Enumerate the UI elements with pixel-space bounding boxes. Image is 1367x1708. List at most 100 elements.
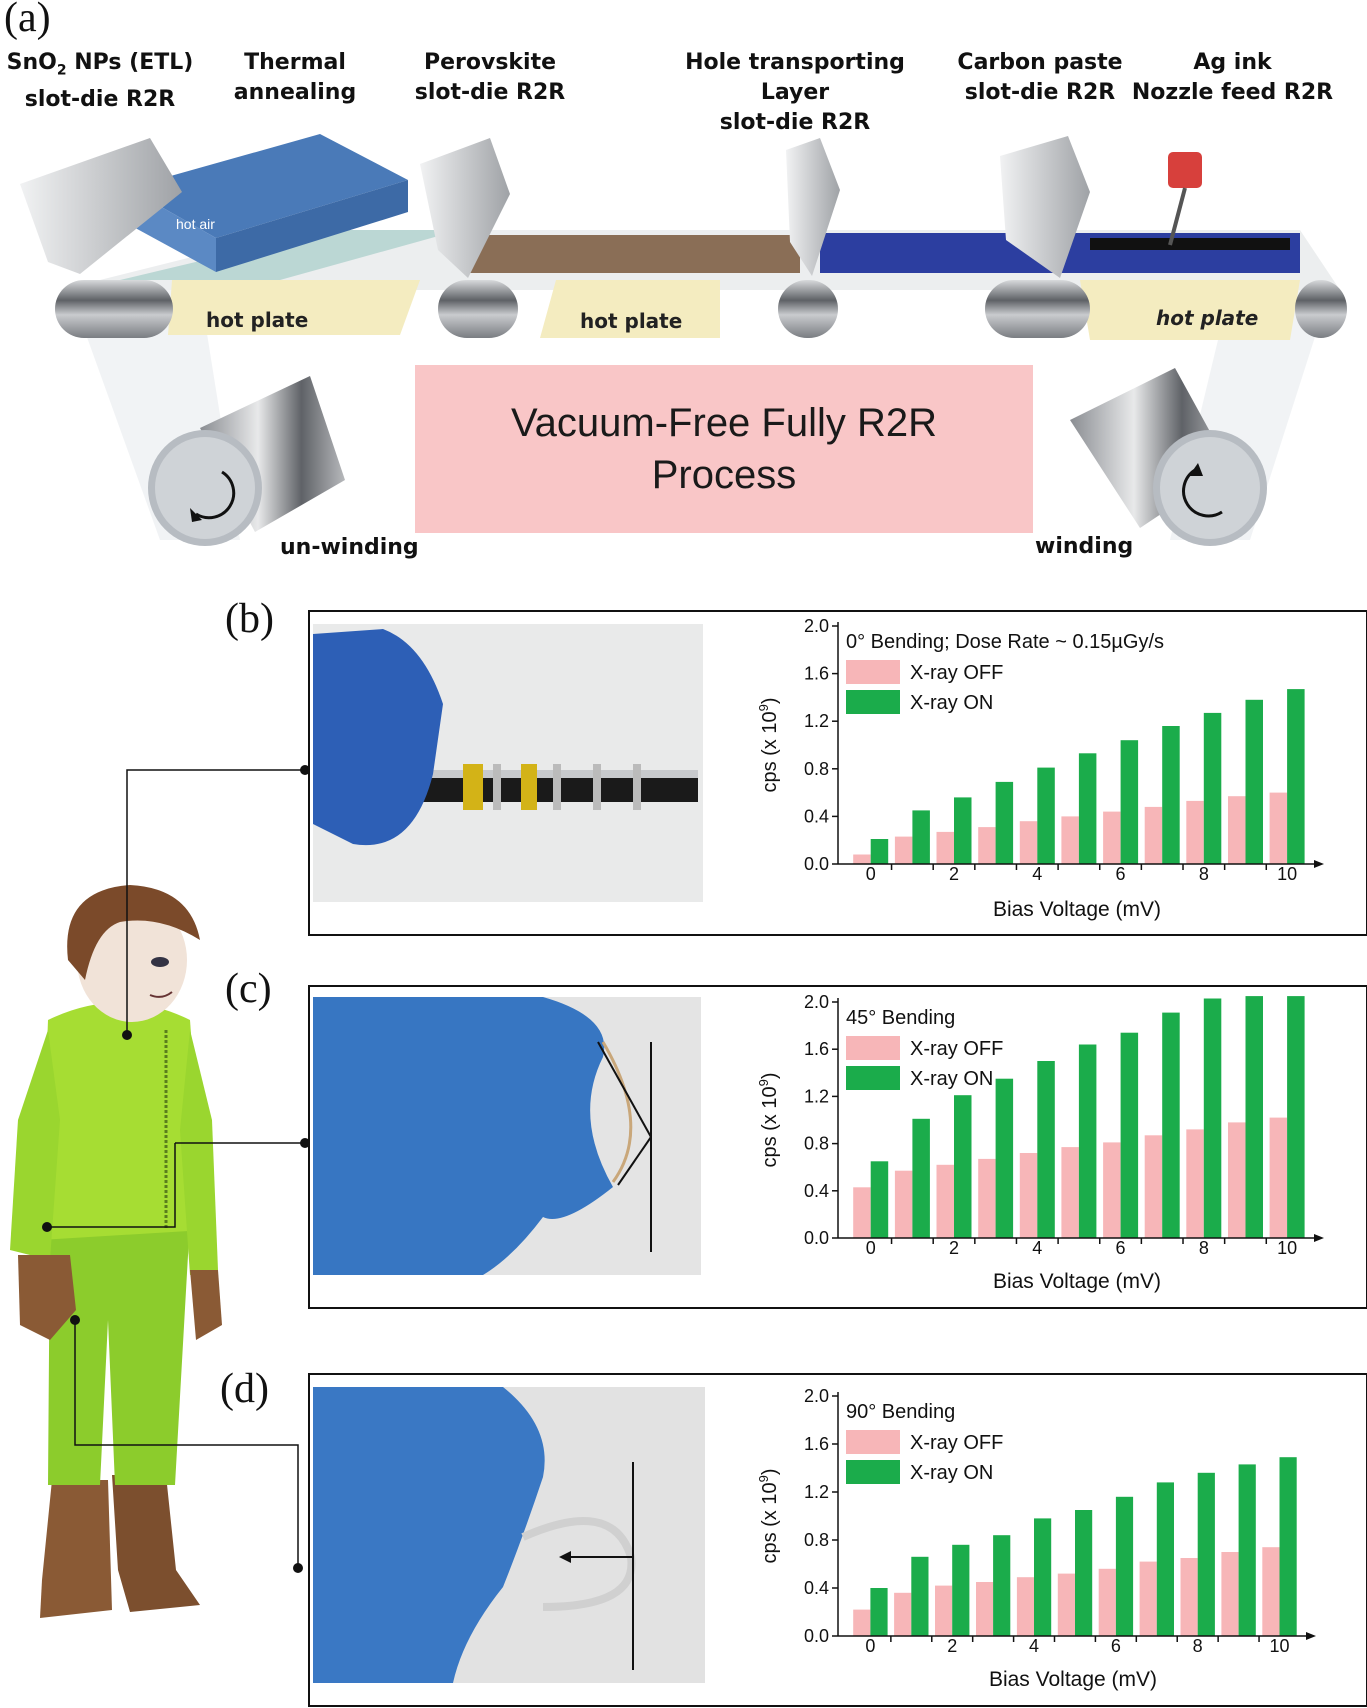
y-tick-label-0: 0.0 xyxy=(804,854,829,874)
hot-plate-label-3: hot plate xyxy=(1156,306,1258,330)
stage-label-ag-ink: Ag ink Nozzle feed R2R xyxy=(1131,50,1334,105)
legend-swatch-1 xyxy=(846,1460,900,1484)
bar-xray-off-7 xyxy=(1144,1135,1163,1238)
photo-flat-detector xyxy=(313,624,703,902)
unwinding-label: un-winding xyxy=(280,535,419,560)
stage-label-annealing: Thermal annealing xyxy=(233,50,357,105)
blue-glove-c xyxy=(313,997,613,1275)
bar-xray-off-4 xyxy=(1019,821,1038,864)
hot-plate-1 xyxy=(168,280,420,335)
legend-swatch-1 xyxy=(846,690,900,714)
bar-xray-on-9 xyxy=(1238,1464,1256,1636)
bar-xray-off-6 xyxy=(1098,1568,1116,1636)
bar-xray-off-6 xyxy=(1103,1142,1121,1238)
bar-xray-off-0 xyxy=(853,854,871,864)
hot-plate-label-1: hot plate xyxy=(206,308,308,332)
bar-xray-on-10 xyxy=(1279,1457,1297,1636)
chart-annotation: 90° Bending xyxy=(846,1401,955,1423)
x-axis-arrow xyxy=(1306,1632,1316,1640)
blue-glove-d xyxy=(313,1387,545,1683)
guide-roller-4 xyxy=(985,280,1090,338)
bar-xray-off-4 xyxy=(1019,1153,1038,1238)
y-tick-label-5: 2.0 xyxy=(804,992,829,1012)
bar-xray-off-2 xyxy=(935,1585,953,1636)
right-glove xyxy=(190,1270,222,1340)
bar-xray-on-8 xyxy=(1203,712,1222,864)
bar-xray-on-1 xyxy=(912,810,930,864)
bar-xray-off-5 xyxy=(1061,1147,1079,1238)
bar-xray-off-0 xyxy=(853,1609,871,1636)
y-tick-label-3: 1.2 xyxy=(804,1482,829,1502)
bar-xray-on-4 xyxy=(1034,1518,1052,1636)
legend-swatch-0 xyxy=(846,1036,900,1060)
x-tick-label-4: 8 xyxy=(1193,1636,1203,1656)
r2r-machine-illustration: hot air hot plate hot plate hot plate xyxy=(20,134,1347,546)
panel-d-letter: (d) xyxy=(220,1366,269,1412)
y-tick-label-2: 0.8 xyxy=(804,1134,829,1154)
right-arm xyxy=(180,1030,218,1275)
x-axis-label: Bias Voltage (mV) xyxy=(993,898,1161,921)
winding-roll xyxy=(1070,368,1267,546)
x-tick-label-3: 6 xyxy=(1116,1238,1126,1258)
chart-annotation: 0° Bending; Dose Rate ~ 0.15µGy/s xyxy=(846,631,1164,653)
photo-45-bending xyxy=(313,997,701,1275)
bar-xray-off-6 xyxy=(1103,811,1121,864)
stage-label-carbon: Carbon paste slot-die R2R xyxy=(957,50,1123,105)
carbon-slot-die xyxy=(1000,136,1090,278)
trousers xyxy=(48,1220,190,1485)
right-boot xyxy=(112,1475,200,1612)
legend-swatch-0 xyxy=(846,660,900,684)
bar-xray-off-1 xyxy=(894,1592,912,1636)
etl-slot-die xyxy=(20,138,182,274)
x-tick-label-0: 0 xyxy=(865,1636,875,1656)
bar-xray-on-10 xyxy=(1287,689,1305,864)
x-tick-label-1: 2 xyxy=(947,1636,957,1656)
bar-xray-off-7 xyxy=(1139,1561,1157,1636)
legend-label-0: X-ray OFF xyxy=(910,1038,1003,1060)
y-tick-label-2: 0.8 xyxy=(804,1530,829,1550)
chart-d: 0.0 0.4 0.8 1.2 1.6 2.0 0 2 4 6 8 10 Bias Voltage (m… xyxy=(756,1386,1316,1691)
bar-xray-off-8 xyxy=(1180,1558,1198,1636)
bar-xray-on-2 xyxy=(954,1095,972,1238)
mouth xyxy=(149,991,173,998)
x-tick-label-4: 8 xyxy=(1199,1238,1209,1258)
x-tick-label-2: 4 xyxy=(1032,1238,1042,1258)
bar-xray-on-1 xyxy=(912,1118,930,1238)
x-axis-arrow xyxy=(1314,1234,1324,1242)
bar-xray-on-0 xyxy=(870,1161,889,1238)
bar-xray-off-3 xyxy=(978,827,996,864)
bar-xray-on-7 xyxy=(1156,1482,1174,1636)
legend-label-0: X-ray OFF xyxy=(910,662,1003,684)
x-tick-label-1: 2 xyxy=(949,864,959,884)
x-tick-label-0: 0 xyxy=(866,1238,876,1258)
process-banner: Vacuum-Free Fully R2R Process xyxy=(415,365,1033,533)
perovskite-layer xyxy=(470,235,800,273)
y-tick-label-3: 1.2 xyxy=(804,711,829,731)
guide-roller-3 xyxy=(778,280,838,338)
left-glove xyxy=(18,1255,76,1340)
x-tick-label-3: 6 xyxy=(1111,1636,1121,1656)
y-tick-label-4: 1.6 xyxy=(804,1039,829,1059)
stage-label-htl: Hole transporting Layer slot-die R2R xyxy=(685,50,905,135)
panel-a-letter: (a) xyxy=(4,0,51,41)
unwinding-arrow-icon xyxy=(195,470,236,520)
bar-xray-on-5 xyxy=(1078,1044,1097,1238)
chart-annotation: 45° Bending xyxy=(846,1007,955,1029)
x-tick-label-5: 10 xyxy=(1277,864,1297,884)
x-tick-label-5: 10 xyxy=(1269,1636,1289,1656)
guide-roller-5 xyxy=(1295,280,1347,338)
hot-plate-label-2: hot plate xyxy=(580,309,682,333)
bar-xray-off-4 xyxy=(1016,1577,1035,1636)
y-tick-label-0: 0.0 xyxy=(804,1228,829,1248)
banner-line2: Process xyxy=(651,453,797,497)
y-tick-label-5: 2.0 xyxy=(804,1386,829,1406)
htl-slot-die xyxy=(786,138,840,276)
y-tick-label-1: 0.4 xyxy=(804,1181,829,1201)
winding-arrow-icon xyxy=(1182,468,1223,518)
wearer-figure xyxy=(10,885,222,1618)
x-tick-label-0: 0 xyxy=(866,864,876,884)
bar-xray-off-5 xyxy=(1061,816,1079,864)
bar-xray-on-7 xyxy=(1162,726,1180,864)
legend-swatch-0 xyxy=(846,1430,900,1454)
stage-etl-line2: slot-die R2R xyxy=(24,87,176,113)
